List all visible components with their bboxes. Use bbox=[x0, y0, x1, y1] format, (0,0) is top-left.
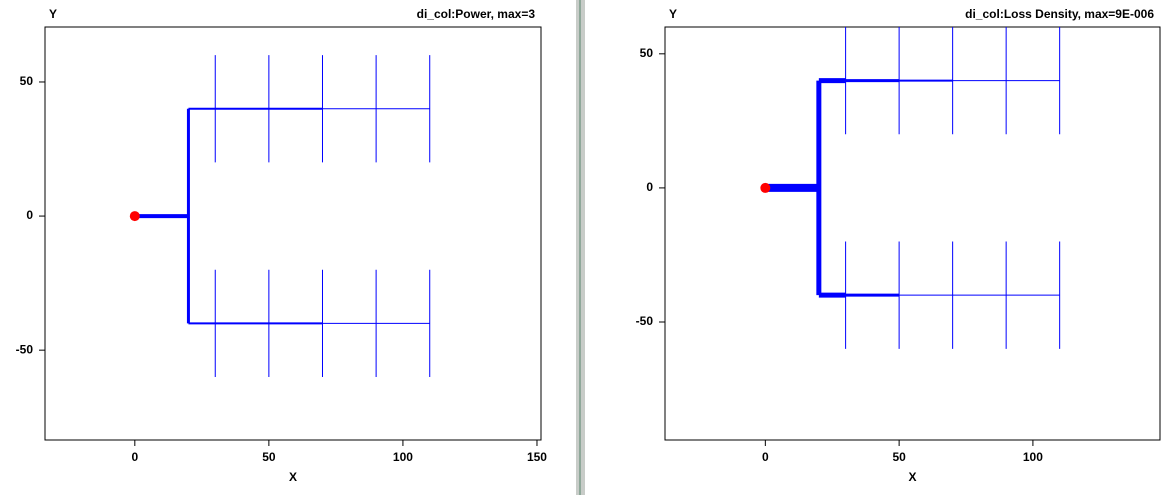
line-segment bbox=[845, 27, 1061, 349]
y-tick-label: 50 bbox=[20, 74, 34, 88]
y-tick-label: 50 bbox=[640, 46, 654, 60]
plot-frame bbox=[44, 26, 542, 441]
x-tick-label: 50 bbox=[262, 450, 276, 464]
y-tick-label: -50 bbox=[636, 314, 654, 328]
x-axis-label: X bbox=[289, 470, 297, 484]
x-tick-label: 50 bbox=[892, 450, 906, 464]
chart-title: di_col:Loss Density, max=9E-006 bbox=[965, 7, 1154, 21]
x-tick-label: 150 bbox=[527, 450, 547, 464]
x-tick-label: 0 bbox=[762, 450, 769, 464]
plot-area bbox=[129, 55, 431, 377]
source-marker bbox=[129, 211, 140, 222]
x-axis-label: X bbox=[908, 470, 916, 484]
line-segment bbox=[214, 55, 431, 377]
x-tick-label: 100 bbox=[393, 450, 413, 464]
line-segment bbox=[816, 78, 846, 298]
y-tick-label: -50 bbox=[16, 342, 34, 356]
y-axis-label: Y bbox=[669, 7, 677, 21]
line-segment bbox=[188, 107, 323, 325]
y-axis-label: Y bbox=[49, 7, 57, 21]
x-tick-label: 100 bbox=[1023, 450, 1043, 464]
chart-title: di_col:Power, max=3 bbox=[417, 7, 536, 21]
source-marker bbox=[760, 182, 771, 193]
plot-area bbox=[760, 27, 1061, 349]
y-tick-label: 0 bbox=[646, 180, 653, 194]
x-tick-label: 0 bbox=[131, 450, 138, 464]
y-tick-label: 0 bbox=[26, 208, 33, 222]
line-segment bbox=[845, 79, 900, 297]
plot-frame bbox=[664, 26, 1161, 441]
